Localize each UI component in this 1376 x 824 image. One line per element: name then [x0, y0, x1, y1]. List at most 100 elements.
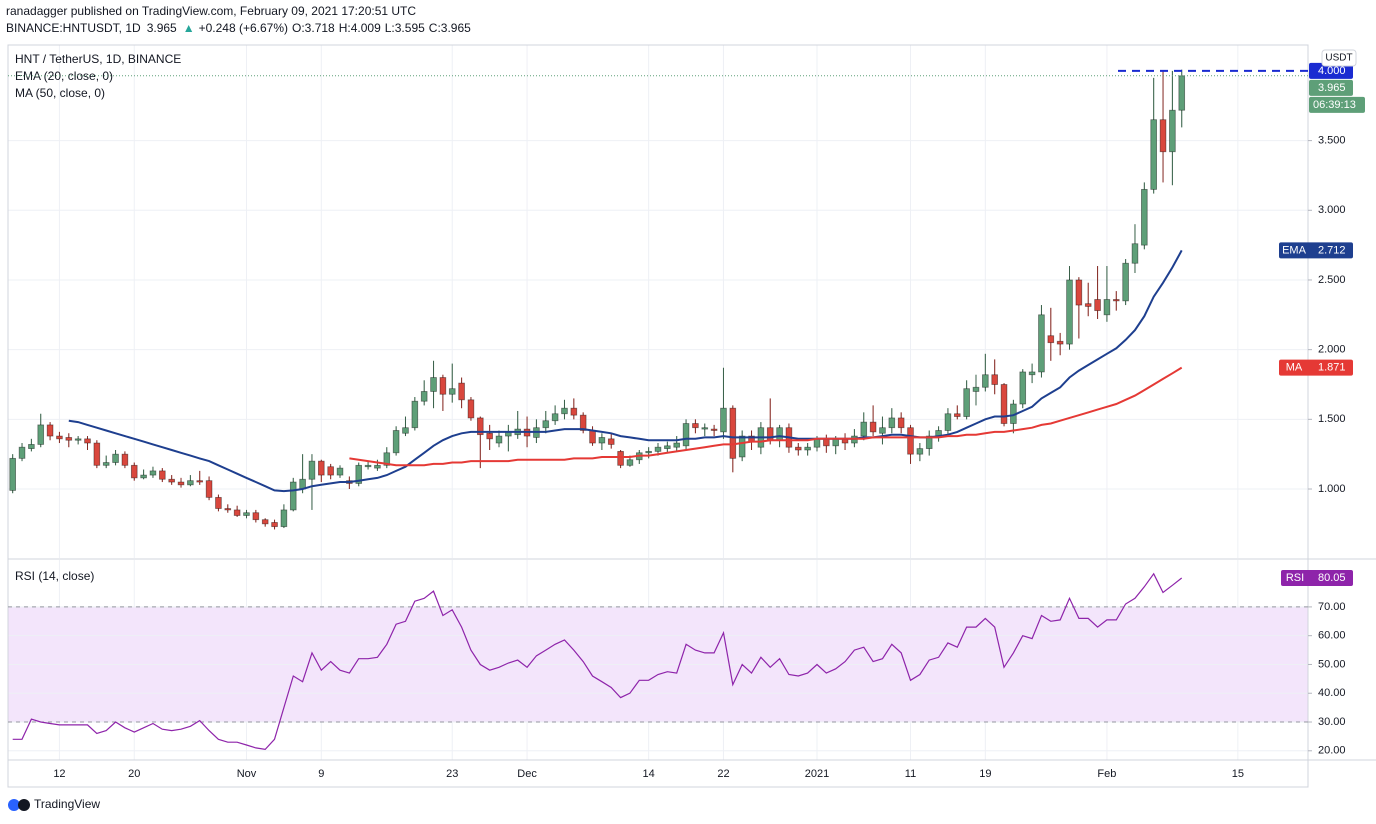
candle-body [495, 435, 503, 444]
candle-body [794, 446, 802, 451]
candle-body [991, 374, 998, 385]
candle-body [177, 481, 185, 486]
candle-body [598, 437, 606, 444]
candle-body [542, 420, 550, 429]
brand-logo [18, 799, 30, 811]
candle-body [925, 435, 933, 449]
candle-body [1038, 314, 1045, 373]
candle-body [140, 474, 147, 479]
change-arrow: ▲ [183, 21, 195, 35]
candle-body [869, 421, 877, 433]
candle-body [972, 386, 980, 392]
brand: TradingView [8, 797, 100, 811]
candle-body [112, 453, 119, 463]
high: H:4.009 [339, 21, 381, 35]
candle-body [579, 414, 587, 431]
level-label-box [1309, 62, 1353, 79]
candle-body [477, 417, 484, 436]
y-tick-label: 2.500 [1318, 274, 1346, 286]
indicator-line [349, 366, 1183, 467]
candle-body [439, 377, 447, 395]
candle-body [458, 382, 465, 401]
rsi-line [12, 572, 1183, 751]
candle-body [701, 427, 709, 430]
legend-entry: MA (50, close, 0) [15, 86, 105, 100]
candle-body [570, 407, 578, 416]
y-tick-label: 40.00 [1318, 687, 1346, 699]
candle-body [1084, 303, 1092, 307]
candle-body [187, 480, 194, 486]
axis-label-name: EMA [1282, 244, 1307, 256]
y-tick-label: 1.500 [1318, 413, 1346, 425]
candle-body [626, 459, 634, 466]
candle-body [1028, 371, 1036, 376]
candle-body [336, 467, 344, 476]
axis-label-box [1281, 569, 1353, 586]
x-tick-label: 14 [643, 768, 655, 780]
candle-body [9, 457, 16, 491]
candle-body [224, 508, 232, 511]
candle-body [1047, 335, 1055, 344]
change: +0.248 (+6.67%) [199, 21, 288, 35]
candle-body [327, 466, 334, 476]
candle-body [18, 446, 26, 459]
candle-body [1150, 119, 1157, 190]
candle-body [551, 413, 559, 422]
candle-body [1122, 262, 1129, 302]
axis-label-value: 80.05 [1318, 572, 1346, 584]
candle-body [1169, 109, 1176, 153]
candle-body [673, 442, 681, 448]
countdown-box [1309, 96, 1365, 113]
candle-body [261, 519, 269, 525]
candle-body [1094, 299, 1101, 312]
candle-body [402, 427, 409, 434]
candle-body [1019, 371, 1027, 405]
candle-body [233, 509, 241, 516]
y-tick-label: 30.00 [1318, 716, 1346, 728]
indicator-line [68, 249, 1183, 493]
x-tick-label: Dec [517, 768, 537, 780]
y-tick-label: 1.000 [1318, 483, 1346, 495]
candle-body [607, 438, 615, 445]
x-tick-label: 20 [128, 768, 140, 780]
candle-body [823, 438, 830, 447]
candle-body [205, 480, 213, 498]
x-tick-label: 23 [446, 768, 458, 780]
x-tick-label: Feb [1097, 768, 1116, 780]
last-price-label: 3.965 [1318, 82, 1346, 94]
axis-label-value: 2.712 [1318, 244, 1346, 256]
candle-body [907, 427, 914, 455]
candle-body [420, 391, 428, 402]
y-tick-label: 50.00 [1318, 658, 1346, 670]
candle-body [1141, 188, 1148, 246]
candle-body [374, 464, 381, 469]
candle-body [1000, 384, 1008, 424]
candle-body [318, 460, 325, 476]
candle-body [159, 470, 166, 480]
candle-body [467, 399, 475, 419]
candle-body [215, 496, 222, 509]
candle-body [430, 377, 437, 392]
candle-body [589, 430, 596, 444]
countdown-label: 06:39:13 [1313, 99, 1356, 111]
candle-body [1131, 243, 1139, 264]
candle-body [729, 407, 737, 459]
last-price-box [1309, 79, 1353, 96]
candle-body [448, 388, 456, 395]
x-tick-label: 22 [717, 768, 729, 780]
candle-body [1075, 279, 1083, 306]
candle-body [84, 438, 91, 444]
y-tick-label: 60.00 [1318, 630, 1346, 642]
axis-label-name: RSI [1286, 572, 1304, 584]
pane-title: RSI (14, close) [15, 569, 94, 583]
candle-body [692, 423, 699, 429]
candle-body [243, 512, 250, 516]
candle-body [561, 407, 568, 415]
candle-body [916, 448, 924, 455]
candle-body [1159, 119, 1167, 153]
candle-body [804, 446, 811, 451]
pane-title: HNT / TetherUS, 1D, BINANCE [15, 52, 181, 66]
x-tick-label: Nov [237, 768, 257, 780]
candle-body [1178, 75, 1186, 111]
candle-body [121, 453, 129, 466]
